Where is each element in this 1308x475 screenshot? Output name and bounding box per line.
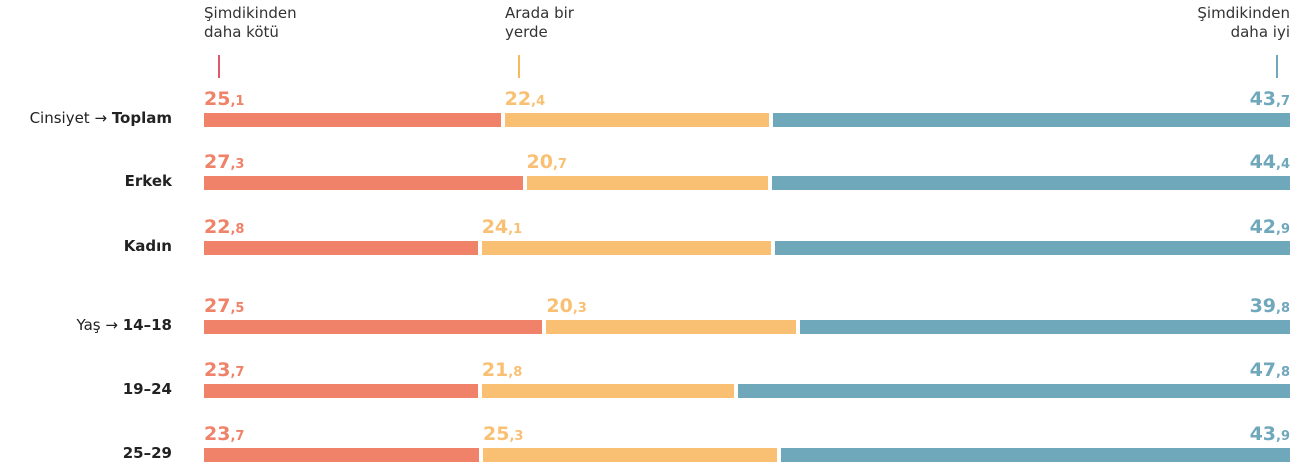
category-name: Toplam [111, 109, 172, 127]
category-name: Kadın [123, 237, 172, 255]
value-label: 22,4 [504, 88, 546, 110]
value-label: 23,7 [204, 359, 245, 381]
value-label: 24,1 [481, 216, 523, 238]
legend-label: Şimdikinden daha iyi [1197, 4, 1290, 41]
bar [773, 113, 1290, 127]
group-label: Yaş → [76, 316, 118, 334]
value-label: 42,9 [1249, 216, 1290, 238]
category-name: Erkek [124, 172, 172, 190]
value-label: 20,7 [526, 151, 567, 173]
bar [775, 241, 1290, 255]
category-label: Yaş → 14–18 [0, 316, 172, 334]
bar [526, 176, 768, 190]
bar [204, 448, 479, 462]
category-name: 25–29 [122, 444, 172, 462]
legend-label: Şimdikinden daha kötü [204, 4, 297, 41]
bar [800, 320, 1290, 334]
legend-tick [518, 55, 520, 78]
value-label: 23,7 [204, 423, 245, 445]
value-label: 43,7 [1249, 88, 1290, 110]
bar [204, 113, 501, 127]
bar [546, 320, 797, 334]
value-label: 43,9 [1249, 423, 1290, 445]
value-label: 39,8 [1249, 295, 1290, 317]
category-label: 19–24 [0, 380, 172, 398]
value-label: 25,3 [483, 423, 524, 445]
value-label: 27,3 [204, 151, 245, 173]
bar [504, 113, 770, 127]
value-label: 47,8 [1249, 359, 1290, 381]
bar [483, 448, 777, 462]
value-label: 22,8 [204, 216, 245, 238]
bar [204, 241, 478, 255]
bar [780, 448, 1290, 462]
value-label: 44,4 [1249, 151, 1290, 173]
value-label: 20,3 [546, 295, 587, 317]
group-label: Cinsiyet → [29, 109, 108, 127]
bar [204, 384, 478, 398]
category-label: Kadın [0, 237, 172, 255]
bar [481, 241, 771, 255]
bar [772, 176, 1290, 190]
legend-tick [1276, 55, 1278, 78]
category-name: 19–24 [122, 380, 172, 398]
legend-label: Arada bir yerde [505, 4, 574, 41]
legend-tick [218, 55, 220, 78]
bar [737, 384, 1290, 398]
category-label: Erkek [0, 172, 172, 190]
value-label: 25,1 [204, 88, 245, 110]
category-label: 25–29 [0, 444, 172, 462]
category-label: Cinsiyet → Toplam [0, 109, 172, 127]
bar [481, 384, 734, 398]
bar [204, 320, 543, 334]
bar [204, 176, 523, 190]
category-name: 14–18 [122, 316, 172, 334]
value-label: 27,5 [204, 295, 245, 317]
value-label: 21,8 [481, 359, 523, 381]
